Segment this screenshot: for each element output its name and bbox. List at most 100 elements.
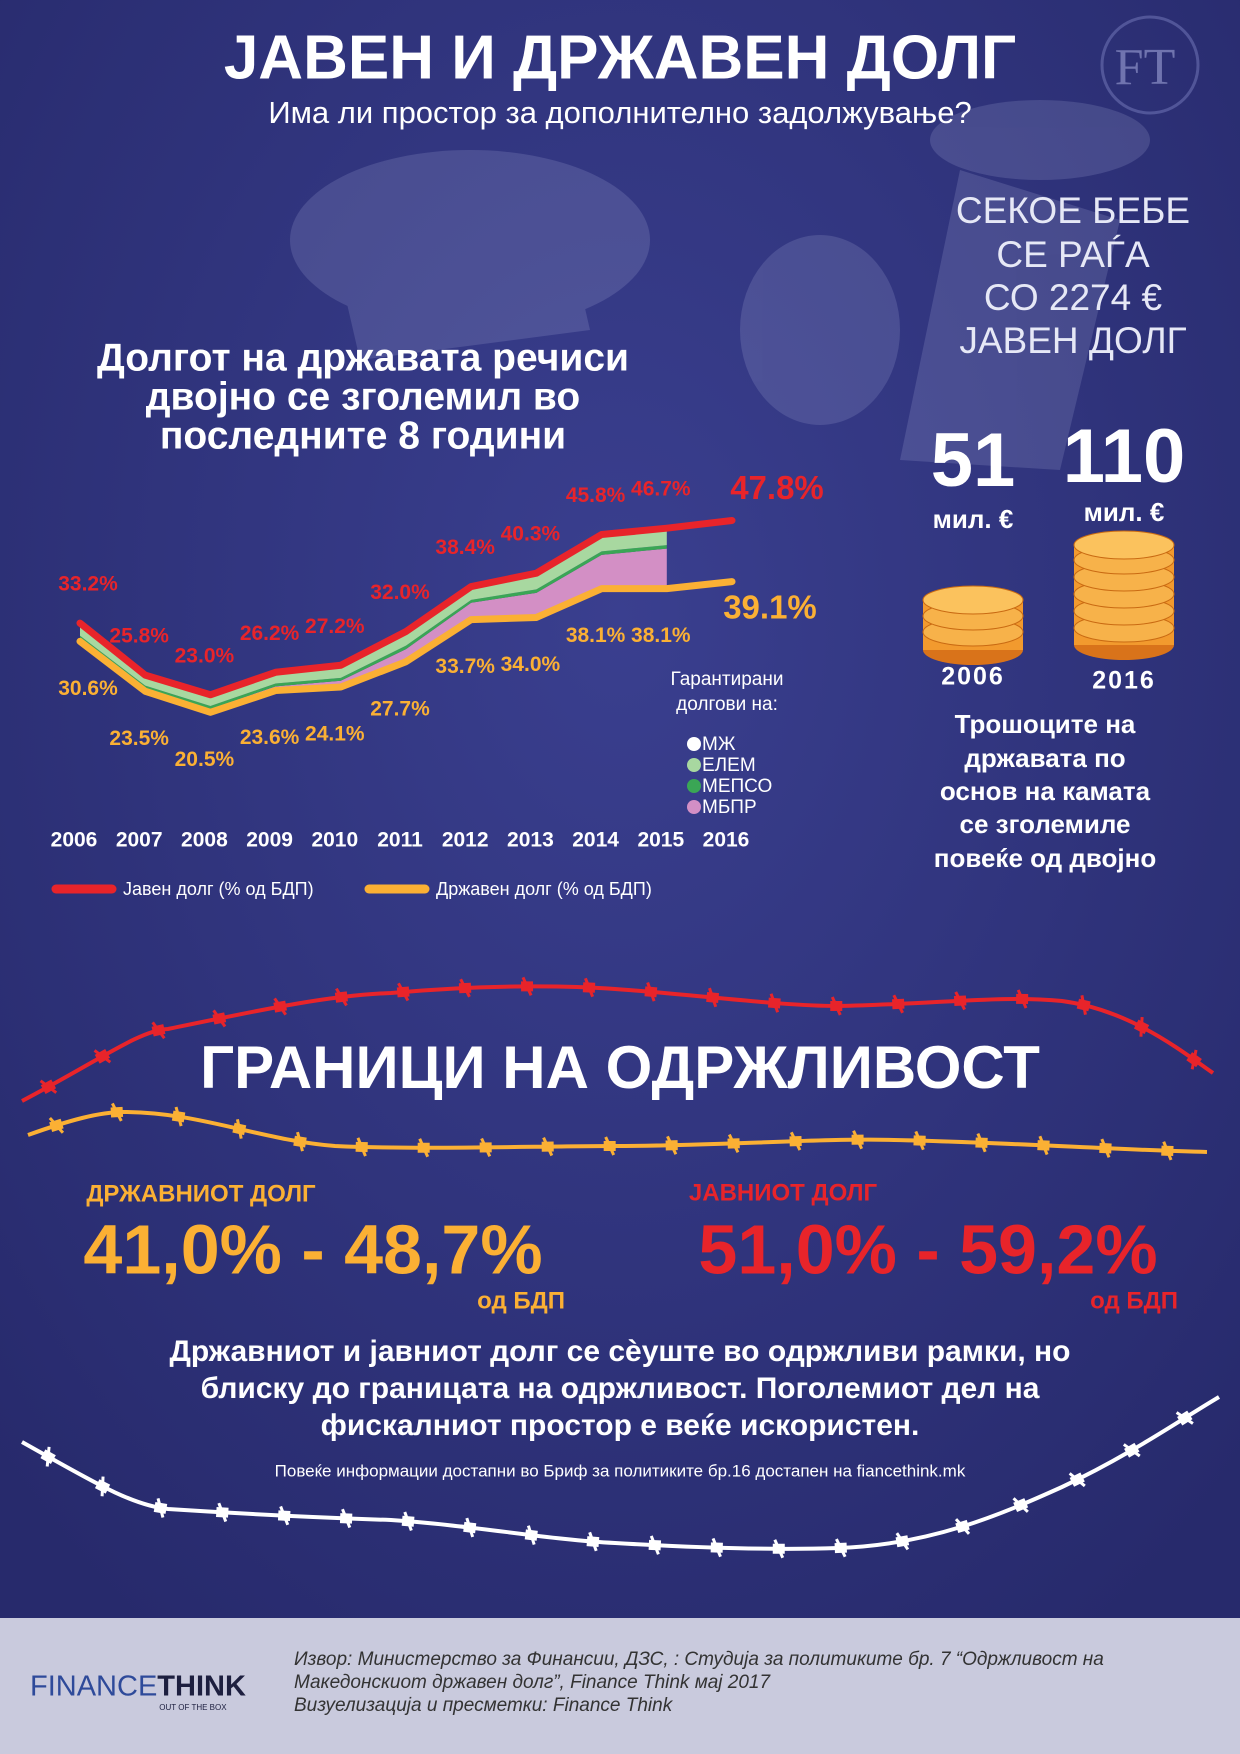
limits-title: ГРАНИЦИ НА ОДРЖЛИВОСТ <box>200 1034 1040 1101</box>
stacked-area <box>80 531 667 707</box>
legend-title: долгови на: <box>676 694 778 715</box>
more-info: Повеќе информации достапни во Бриф за по… <box>275 1461 966 1480</box>
value-label: 33.7% <box>435 655 495 678</box>
barb <box>604 1136 616 1156</box>
legend-swatch <box>687 800 701 814</box>
barb <box>649 1535 660 1555</box>
barb <box>914 1130 925 1151</box>
barb <box>335 987 348 1007</box>
barb <box>1068 1472 1086 1488</box>
value-label: 27.7% <box>370 697 430 720</box>
chart-title: Долгот на државата речиси двојно се згол… <box>97 336 629 457</box>
infobox-line: СЕ РАЃА <box>996 234 1150 275</box>
barb <box>1016 989 1028 1009</box>
x-tick-label: 2011 <box>377 829 423 852</box>
footer-logo: THINK <box>157 1671 246 1703</box>
infobox-line: ЈАВЕН ДОЛГ <box>959 320 1186 361</box>
barb <box>45 1446 51 1467</box>
barb <box>895 1532 910 1551</box>
interest-year: 2016 <box>1092 667 1156 695</box>
legend-label: МЖ <box>702 734 736 755</box>
barb <box>1012 1497 1029 1513</box>
logo-ring <box>1100 15 1200 115</box>
background-illustration <box>290 100 1150 470</box>
footer-band <box>0 1618 1240 1754</box>
chart-title-line: Долгот на државата речиси <box>97 336 629 379</box>
barb <box>711 1537 722 1558</box>
footer-logo: FINANCE <box>30 1671 157 1703</box>
caption-line: Трошоците на <box>955 709 1136 739</box>
barb <box>1175 1411 1194 1425</box>
barb <box>852 1130 864 1150</box>
legend-swatch <box>687 779 701 793</box>
barb <box>273 997 287 1016</box>
caption-line: повеќе од двојно <box>934 843 1157 873</box>
barb <box>48 1117 65 1134</box>
barb <box>279 1505 290 1526</box>
barb <box>542 1137 554 1157</box>
barbed-wire <box>21 984 1215 1103</box>
interest-year: 2006 <box>941 663 1005 691</box>
barb <box>100 1476 105 1497</box>
barb <box>773 1539 785 1559</box>
source-line: Македонскиот државен долг”, Finance Thin… <box>294 1672 771 1693</box>
value-label: 20.5% <box>175 748 235 771</box>
legend-label: МБПР <box>702 797 757 818</box>
barb <box>769 993 780 1013</box>
title: ЈАВЕН И ДРЖАВЕН ДОЛГ <box>224 23 1016 92</box>
barb <box>1080 995 1087 1015</box>
barb <box>1139 1016 1144 1037</box>
barb <box>727 1133 740 1153</box>
limit-note: од БДП <box>477 1287 565 1314</box>
limit-note: од БДП <box>1090 1287 1178 1314</box>
barb <box>666 1135 678 1155</box>
value-label: 46.7% <box>631 478 691 501</box>
value-label: 33.2% <box>58 573 118 596</box>
interest-unit: мил. € <box>933 504 1014 534</box>
x-tick-label: 2012 <box>442 829 489 852</box>
caption-line: се зголемиле <box>960 809 1131 839</box>
barbed-wire <box>21 1395 1221 1551</box>
barb <box>588 1531 598 1552</box>
series-line <box>76 516 736 699</box>
barb <box>892 994 904 1014</box>
barb <box>212 1009 227 1028</box>
value-label: 27.2% <box>305 615 365 638</box>
barb <box>1122 1443 1141 1458</box>
x-tick-label: 2016 <box>703 829 750 852</box>
value-label: 26.2% <box>240 622 300 645</box>
barb <box>954 991 966 1011</box>
interest-unit: мил. € <box>1084 497 1165 527</box>
barb <box>1162 1141 1173 1161</box>
barb <box>465 1517 475 1538</box>
series-line <box>76 578 736 716</box>
barb <box>646 982 656 1002</box>
value-label: 34.0% <box>501 653 561 676</box>
stacked-area <box>80 548 667 713</box>
infobox-line: СЕКОЕ БЕБЕ <box>956 190 1190 231</box>
value-label: 25.8% <box>109 625 169 648</box>
value-label: 47.8% <box>730 469 824 506</box>
footer-source: Извор: Министерство за Финансии, ДЗС, : … <box>294 1649 1104 1716</box>
limit-label: ЈАВНИОТ ДОЛГ <box>689 1179 878 1206</box>
value-label: 23.0% <box>175 644 235 667</box>
barb <box>151 1021 166 1040</box>
barb <box>418 1138 430 1158</box>
barb <box>397 982 410 1002</box>
chart-title-line: двојно се зголемил во <box>146 375 580 418</box>
chart: 33.2% 25.8% 23.0%26.2% 27.2%32.0%38.4% 40.3%… <box>51 469 824 899</box>
barb <box>174 1106 183 1127</box>
barb <box>976 1132 987 1153</box>
x-tick-label: 2008 <box>181 829 228 852</box>
barb <box>830 996 842 1016</box>
legend-swatch <box>687 737 701 751</box>
footer-tagline: OUT OF THE BOX <box>159 1703 227 1712</box>
barb <box>111 1102 123 1122</box>
value-label: 39.1% <box>723 588 817 625</box>
limit-range: 51,0% - 59,2% <box>698 1210 1157 1288</box>
barb <box>526 1525 536 1545</box>
barb <box>403 1511 413 1532</box>
subtitle: Има ли простор за дополнително задолжува… <box>268 95 971 130</box>
value-label: 40.3% <box>501 523 561 546</box>
